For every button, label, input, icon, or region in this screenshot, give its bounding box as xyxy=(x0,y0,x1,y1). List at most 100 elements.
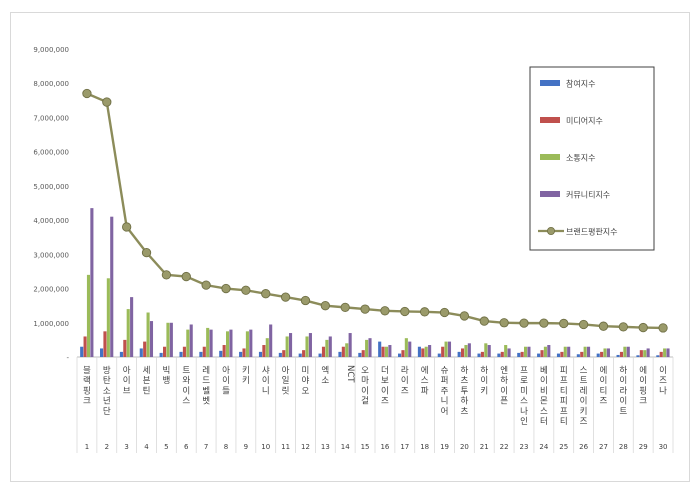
bar xyxy=(321,346,326,357)
bar xyxy=(421,348,425,357)
bar xyxy=(477,353,481,357)
series-point xyxy=(658,323,668,333)
bar xyxy=(186,329,190,357)
bar xyxy=(556,353,561,357)
bar xyxy=(583,346,587,357)
series-point xyxy=(280,292,291,302)
series-point xyxy=(559,318,569,329)
bar xyxy=(619,351,624,357)
bar xyxy=(587,346,591,357)
x-rank-label: 21 xyxy=(480,443,489,451)
legend-swatch xyxy=(540,80,560,86)
x-rank-label: 18 xyxy=(420,443,429,451)
series-point xyxy=(82,88,92,99)
bar xyxy=(209,329,213,357)
bar xyxy=(576,354,580,357)
series-point xyxy=(499,318,509,328)
bar xyxy=(361,350,365,357)
bar xyxy=(428,345,432,357)
series-point xyxy=(340,302,350,313)
bar xyxy=(86,274,91,357)
x-axis-categories: 블 랙 핑 크 1 방 탄 소 년 단 2 아 이 브 3 세 븐 틴 4 빅 뱅 5 트 와 이 스 6 레 드 벨 벳 7 아 이 들 8 키 키 9 샤… xyxy=(83,365,668,451)
bar xyxy=(126,309,130,357)
bar xyxy=(381,346,385,357)
y-tick-label: 5,000,000 xyxy=(33,183,69,191)
bar xyxy=(269,324,273,357)
bar xyxy=(143,341,147,357)
bar xyxy=(639,350,643,357)
legend-entry: 미디어지수 xyxy=(566,116,603,126)
bar xyxy=(461,348,465,357)
bar xyxy=(106,278,110,357)
bar xyxy=(457,351,461,357)
x-rank-label: 10 xyxy=(261,443,270,451)
bar xyxy=(600,351,604,357)
bar xyxy=(563,346,567,357)
series-point xyxy=(400,306,410,317)
series-point xyxy=(241,285,251,295)
bar xyxy=(189,324,193,357)
bar xyxy=(325,339,329,357)
series-point xyxy=(479,316,489,326)
series-point xyxy=(380,306,390,316)
x-rank-label: 25 xyxy=(559,443,568,451)
x-rank-label: 4 xyxy=(144,443,149,451)
bar xyxy=(245,331,249,357)
bar xyxy=(242,348,246,357)
bar xyxy=(603,348,607,357)
bar xyxy=(543,346,547,357)
bar xyxy=(285,336,289,357)
bar xyxy=(378,341,382,357)
bar xyxy=(80,346,84,357)
series-point xyxy=(578,319,589,330)
y-tick-label: 1,000,000 xyxy=(33,320,69,328)
x-rank-label: 28 xyxy=(619,443,628,451)
y-tick-label: 3,000,000 xyxy=(33,251,69,259)
legend-swatch-marker xyxy=(547,226,556,235)
bar xyxy=(401,350,405,357)
series-point xyxy=(261,289,271,299)
series-point xyxy=(201,280,211,290)
bar xyxy=(318,353,322,357)
x-rank-label: 26 xyxy=(579,443,588,451)
bar xyxy=(305,336,309,357)
bar xyxy=(328,336,332,357)
y-axis-ticks: - 1,000,000 2,000,000 3,000,000 4,000,000 5,0… xyxy=(33,46,69,362)
bar xyxy=(447,341,452,357)
series-point xyxy=(598,321,609,331)
bar xyxy=(616,354,620,357)
bar xyxy=(278,352,282,357)
bar xyxy=(90,208,94,357)
bar xyxy=(404,338,408,357)
bar xyxy=(282,350,286,357)
bar xyxy=(249,329,253,357)
series-point xyxy=(141,247,152,258)
x-rank-label: 11 xyxy=(281,443,290,451)
bar xyxy=(182,346,186,357)
bar xyxy=(262,345,266,357)
bar xyxy=(408,341,412,357)
bar xyxy=(83,336,87,357)
y-tick-label: 4,000,000 xyxy=(33,217,69,225)
bar xyxy=(626,346,630,357)
chart-frame: - 1,000,000 2,000,000 3,000,000 4,000,000 5,0… xyxy=(10,12,690,482)
line-series xyxy=(82,88,668,333)
bar xyxy=(226,331,230,357)
bar xyxy=(417,346,421,357)
axes xyxy=(76,356,674,453)
bar xyxy=(504,345,508,357)
x-rank-label: 14 xyxy=(341,443,350,451)
bar xyxy=(219,350,223,357)
x-rank-label: 9 xyxy=(244,443,248,451)
x-rank-label: 12 xyxy=(301,443,310,451)
legend-entry: 커뮤니티지수 xyxy=(566,190,610,200)
